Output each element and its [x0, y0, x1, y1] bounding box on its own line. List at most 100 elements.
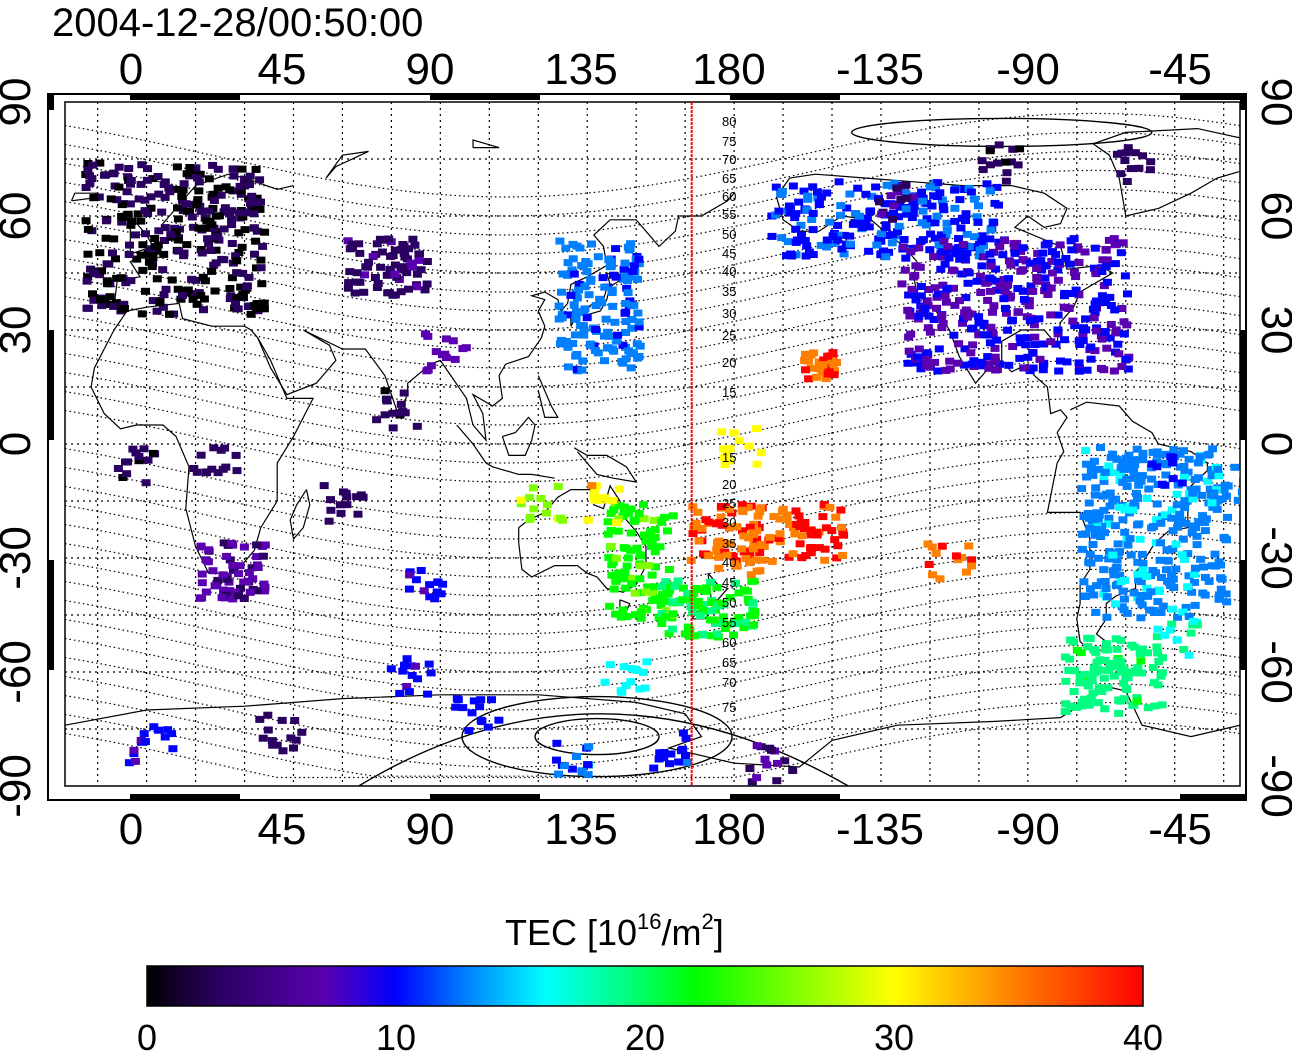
tec-cell [516, 496, 526, 504]
tec-cell [1191, 564, 1200, 572]
tec-cell [720, 461, 730, 469]
tec-cell [845, 232, 855, 240]
tec-cell [138, 241, 148, 249]
tec-cell [918, 236, 928, 244]
tec-cell [853, 184, 863, 192]
tec-cell [1102, 593, 1112, 601]
tec-cell [1093, 554, 1103, 562]
tec-cell [657, 518, 667, 526]
tec-cell [1237, 488, 1240, 496]
magnetic-contour [65, 701, 1240, 777]
tec-cell [380, 387, 390, 395]
tec-cell [970, 195, 979, 203]
colorbar-tick-label: 40 [1123, 1017, 1163, 1057]
tec-cell [930, 219, 940, 227]
tec-cell [931, 184, 941, 192]
tec-cell [1013, 161, 1023, 169]
tec-cell [1110, 306, 1120, 314]
tec-cell [590, 486, 600, 494]
tec-cell [944, 254, 954, 262]
tec-cell [717, 599, 727, 607]
tec-cell [1153, 625, 1163, 633]
tec-cell [820, 556, 830, 564]
tec-cell [1154, 658, 1164, 665]
tec-cell [181, 286, 191, 294]
tec-cell [1119, 595, 1129, 603]
tec-cell [130, 757, 140, 765]
tec-cell [286, 734, 296, 742]
tec-cell [1038, 359, 1048, 367]
tec-cell [136, 251, 146, 259]
tec-cell [600, 678, 610, 686]
tec-cell [758, 556, 768, 564]
tec-cell [737, 501, 747, 509]
tec-cell [160, 193, 170, 201]
tec-cell [1134, 164, 1144, 172]
tec-cell [1090, 347, 1100, 355]
tec-cell [290, 717, 300, 724]
tec-cell [1188, 489, 1198, 497]
tec-cell [959, 361, 969, 369]
tec-cell [598, 274, 608, 282]
tec-cell [788, 182, 798, 190]
tec-cell [100, 171, 109, 179]
tec-cell [975, 246, 985, 254]
tec-cell [1118, 458, 1128, 466]
tec-cell [245, 181, 254, 189]
tec-cell [1115, 503, 1125, 511]
tec-cell [724, 506, 734, 514]
tec-cell [922, 355, 932, 363]
tec-cell [978, 166, 988, 174]
tec-cell [553, 483, 563, 490]
tec-cell [572, 242, 582, 250]
tec-cell [723, 449, 733, 457]
tec-cell [618, 359, 628, 367]
tec-cell [245, 172, 255, 180]
tec-cell [229, 566, 238, 574]
tec-cell [211, 233, 221, 241]
tec-cell [716, 513, 726, 521]
tec-cell [1186, 629, 1196, 637]
tec-cell [767, 557, 777, 565]
tec-cell [1053, 330, 1063, 338]
tec-cell [829, 371, 839, 379]
tec-cell [603, 328, 613, 336]
tec-cell [225, 285, 235, 292]
tec-cell [1132, 489, 1141, 497]
tec-cell [881, 224, 891, 232]
tec-cell [571, 352, 581, 360]
tec-cell [103, 300, 113, 308]
tec-cell [120, 305, 129, 313]
tec-cell [1129, 467, 1139, 475]
tec-cell [1133, 558, 1143, 566]
tec-cell [608, 497, 618, 504]
tec-cell [124, 165, 134, 172]
tec-cell [1018, 256, 1028, 264]
tec-cell [525, 516, 535, 523]
tec-cell [1037, 266, 1047, 274]
tec-cell [954, 235, 963, 243]
tec-cell [877, 230, 886, 238]
frame-bar-left [48, 330, 54, 440]
tec-cell [567, 266, 577, 274]
tec-cell [717, 619, 726, 627]
tec-cell [909, 193, 919, 201]
tec-cell [982, 180, 992, 188]
tec-cell [580, 283, 590, 291]
tec-cell [1085, 524, 1095, 532]
tec-cell [207, 465, 217, 473]
tec-cell [924, 561, 934, 568]
tec-cell [131, 231, 140, 239]
tec-cell [1074, 359, 1084, 367]
tec-cell [258, 734, 268, 742]
tec-cell [1121, 355, 1131, 363]
tec-cell [1051, 340, 1061, 348]
x-tick-label: 180 [692, 805, 765, 854]
tec-cell [558, 516, 567, 524]
tec-cell [256, 198, 265, 206]
tec-cell [1160, 511, 1170, 519]
tec-cell [245, 588, 255, 596]
tec-cell [399, 389, 409, 397]
tec-cell [979, 242, 988, 250]
tec-cell [894, 213, 903, 221]
